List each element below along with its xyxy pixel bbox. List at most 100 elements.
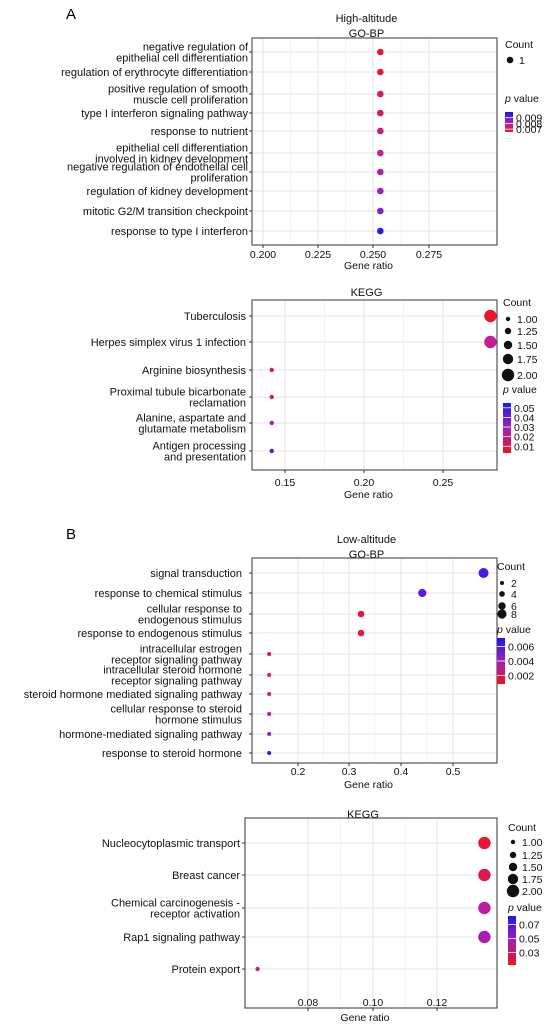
chart2-point — [267, 652, 271, 656]
chart2-y-label-line: signal transduction — [150, 568, 242, 580]
chart2-point — [267, 673, 271, 677]
chart0-point — [377, 188, 384, 195]
chart0-y-label: positive regulation of smooth muscle cell… — [108, 83, 248, 106]
chart2-y-label: intracellular steroid hormone receptor si… — [103, 664, 242, 687]
chart3-legend-count-label: 1.00 — [522, 837, 543, 849]
chart0-legend-p-rest: value — [511, 93, 539, 105]
chart1-y-label-line: glutamate metabolism — [138, 423, 246, 435]
chart1-plot-frame — [252, 300, 497, 470]
chart3-legend-p-title: p value — [507, 902, 542, 914]
chart0-point — [377, 150, 384, 157]
chart0-x-tick-label: 0.200 — [250, 249, 276, 261]
chart1-x-tick-label: 0.15 — [275, 477, 296, 489]
chart0-point — [377, 69, 384, 76]
chart2-y-label-line: endogenous stimulus — [138, 614, 242, 626]
chart0-point — [377, 110, 384, 117]
chart2-legend-count-label: 4 — [511, 589, 517, 601]
chart1-legend-count-dot — [506, 317, 510, 321]
chart1-legend-count-dot — [502, 369, 514, 381]
chart3-x-tick-label: 0.10 — [363, 997, 384, 1009]
chart2-x-tick-label: 0.4 — [394, 766, 409, 778]
chart1-y-label-line: and presentation — [164, 451, 246, 463]
chart3-y-label: Breast cancer — [172, 870, 240, 882]
chart3-plot-frame — [245, 818, 497, 1008]
chart0-y-label-line: type I interferon signaling pathway — [81, 108, 248, 120]
chart1-y-label-line: Herpes simplex virus 1 infection — [91, 337, 246, 349]
chart2-x-tick-label: 0.3 — [342, 766, 357, 778]
chart3-point — [478, 869, 490, 881]
chart2-y-label-line: steroid hormone mediated signaling pathw… — [24, 689, 243, 701]
chart2-y-label-line: hormone stimulus — [155, 714, 242, 726]
chart0-y-label: negative regulation of endothelial cell p… — [67, 161, 248, 184]
chart2-y-label: steroid hormone mediated signaling pathw… — [24, 689, 243, 701]
chart0-y-label-line: regulation of erythrocyte differentiatio… — [61, 67, 248, 79]
chart0-point — [377, 208, 384, 215]
chart1-y-label: Proximal tubule bicarbonate reclamation — [110, 386, 246, 409]
chart0-plot-frame — [252, 38, 497, 245]
chart2-point — [267, 712, 271, 716]
chart1-legend-count-dot — [505, 328, 511, 334]
chart1-legend-p-colorbar — [503, 403, 511, 453]
chart2-y-label: intracellular estrogen receptor signaling… — [111, 643, 242, 666]
chart3-legend-count-label: 1.75 — [522, 874, 543, 886]
chart0-point — [377, 169, 384, 176]
chart1-legend-count-dot — [503, 354, 513, 364]
chart2-y-label-line: response to steroid hormone — [102, 748, 242, 760]
chart2-subtitle: GO-BP — [349, 549, 384, 561]
chart2-plot-frame — [252, 558, 497, 763]
chart3-y-label: Chemical carcinogenesis -receptor activa… — [111, 897, 240, 920]
chart3-x-axis-label: Gene ratio — [340, 1012, 389, 1024]
chart3-legend-p-colorbar — [508, 916, 516, 965]
chart2-title: Low-altitude — [337, 534, 396, 546]
chart2-x-tick-label: 0.2 — [291, 766, 306, 778]
chart2-y-label: signal transduction — [150, 568, 242, 580]
chart0-legend-p-label: 0.007 — [516, 124, 542, 136]
chart2-point — [267, 751, 271, 755]
chart0-y-label-line: epithelial cell differentiation — [116, 52, 248, 64]
chart2-point — [358, 611, 365, 618]
chart0-legend-count-label: 1 — [519, 55, 525, 67]
chart2-point — [479, 568, 489, 578]
chart3-y-label-line: Rap1 signaling pathway — [123, 932, 240, 944]
chart3-title: KEGG — [347, 809, 379, 821]
chart2-point — [267, 732, 271, 736]
chart3-y-label-line: Protein export — [172, 964, 240, 976]
chart1-title: KEGG — [351, 287, 383, 299]
chart1-y-label: Antigen processing and presentation — [152, 440, 246, 463]
chart2-legend-count-title: Count — [497, 561, 525, 573]
chart0-x-axis-label: Gene ratio — [344, 260, 393, 272]
chart3-legend-p-rest: value — [514, 902, 542, 914]
chart1-y-label: Arginine biosynthesis — [142, 365, 246, 377]
chart0-point — [377, 49, 384, 56]
chart2-legend-count-dot — [498, 602, 505, 609]
chart0-y-label-line: response to nutrient — [151, 126, 248, 138]
chart1-legend-count-label: 1.00 — [517, 314, 538, 326]
chart2-point — [267, 692, 271, 696]
chart0-y-label: response to type I interferon — [111, 226, 248, 238]
chart3-y-label-line: Nucleocytoplasmic transport — [102, 838, 240, 850]
chart2-legend-count-dot — [500, 581, 504, 585]
chart3-legend-count-label: 2.00 — [522, 886, 543, 898]
chart0-x-tick-label: 0.275 — [416, 249, 442, 261]
chart1-y-label: Alanine, aspartate and glutamate metaboli… — [136, 412, 246, 435]
chart3-y-label: Rap1 signaling pathway — [123, 932, 240, 944]
chart1-point — [270, 395, 274, 399]
chart1-legend-p-label: 0.01 — [514, 441, 535, 453]
chart2-y-label-line: receptor signaling pathway — [111, 675, 242, 687]
chart2-legend-count-dot — [499, 591, 505, 597]
chart2-y-label: cellular response to endogenous stimulus — [138, 603, 242, 626]
chart3-legend-p-label: 0.05 — [519, 933, 540, 945]
chart3-point — [478, 931, 490, 943]
chart0-y-label: response to nutrient — [151, 126, 248, 138]
chart3-point — [478, 902, 490, 914]
chart3-y-label-line: Breast cancer — [172, 870, 240, 882]
chart3-legend-count-title: Count — [508, 822, 536, 834]
chart0-y-label: negative regulation of epithelial cell di… — [116, 41, 249, 64]
chart2-point — [418, 589, 426, 597]
chart0-y-label: mitotic G2/M transition checkpoint — [83, 206, 248, 218]
chart1-legend-count-label: 1.75 — [517, 354, 538, 366]
chart2-legend-p-label: 0.002 — [508, 670, 534, 682]
chart3-y-label: Nucleocytoplasmic transport — [102, 838, 240, 850]
